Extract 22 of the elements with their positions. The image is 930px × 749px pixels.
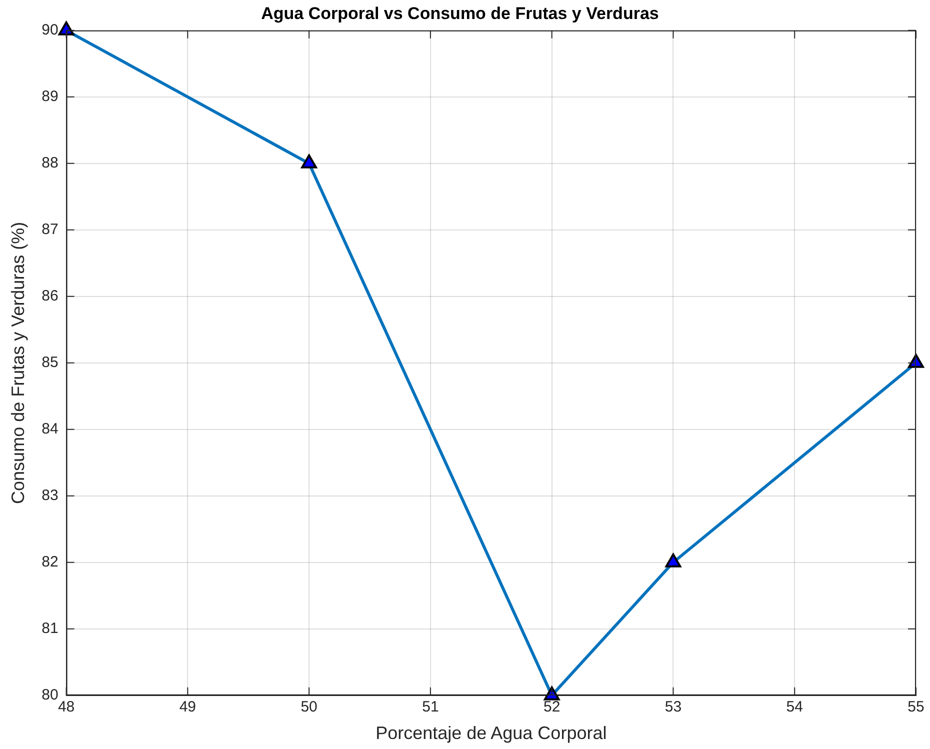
y-tick-label: 81 — [42, 620, 58, 638]
y-tick-label: 87 — [42, 221, 58, 238]
chart-title: Agua Corporal vs Consumo de Frutas y Verduras — [261, 4, 659, 23]
y-tick-label: 80 — [42, 686, 58, 704]
y-tick-label: 90 — [42, 22, 58, 39]
y-tick-label: 83 — [42, 487, 58, 504]
x-tick-label: 51 — [422, 698, 439, 716]
y-tick-label: 86 — [42, 288, 58, 305]
y-tick-label: 89 — [42, 88, 58, 106]
y-tick-label: 82 — [42, 554, 58, 571]
x-tick-label: 55 — [908, 698, 924, 716]
y-tick-label: 88 — [42, 154, 58, 172]
x-tick-label: 49 — [179, 698, 196, 716]
x-tick-label: 50 — [300, 698, 318, 716]
x-tick-label: 52 — [543, 698, 560, 716]
y-tick-label: 85 — [42, 354, 58, 372]
x-axis-title: Porcentaje de Agua Corporal — [376, 723, 607, 744]
x-tick-label: 53 — [664, 698, 682, 716]
y-tick-label: 84 — [42, 420, 58, 438]
x-tick-label: 48 — [58, 698, 75, 716]
x-tick-label: 54 — [786, 698, 803, 716]
y-axis-title: Consumo de Frutas y Verduras (%) — [8, 222, 28, 504]
